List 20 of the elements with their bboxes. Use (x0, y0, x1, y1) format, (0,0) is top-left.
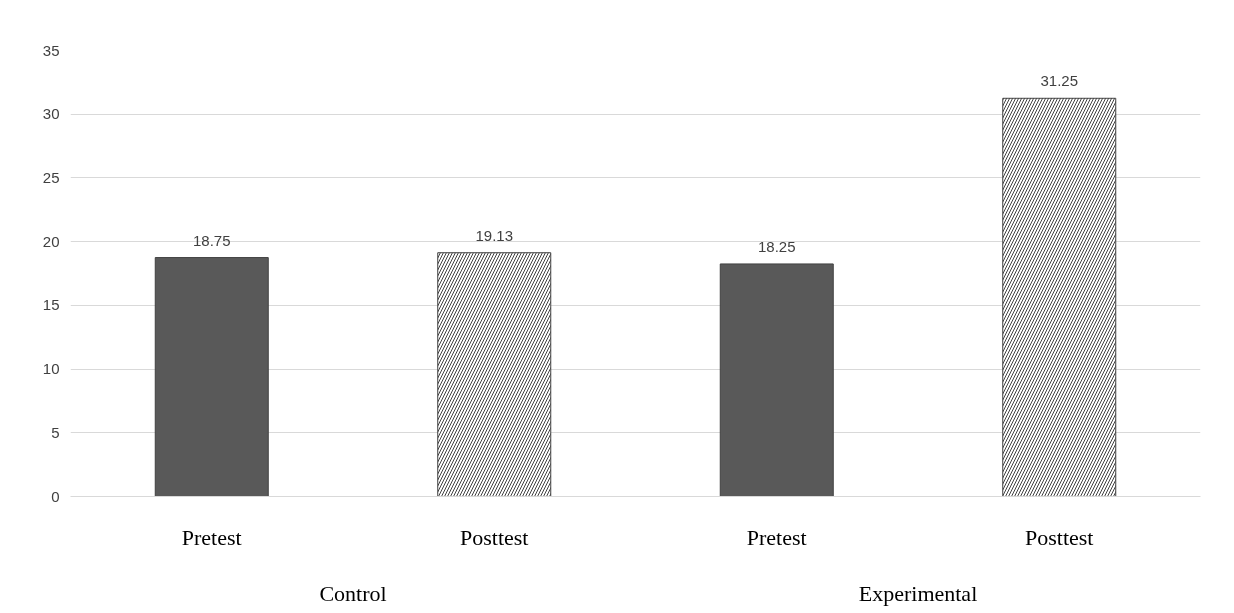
y-tick-label: 25 (42, 168, 60, 186)
data-label: 18.25 (757, 237, 796, 255)
y-tick-label: 30 (42, 105, 60, 123)
series-label: Posttest (460, 524, 529, 550)
y-tick-label: 0 (51, 487, 60, 505)
x-tick-label: Experimental (858, 580, 978, 606)
y-tick-label: 10 (42, 360, 60, 378)
data-label: 18.75 (192, 231, 231, 249)
y-tick-label: 35 (42, 41, 60, 59)
y-tick-label: 20 (42, 232, 60, 250)
y-tick-label: 5 (51, 423, 60, 441)
y-tick-label: 15 (42, 296, 60, 314)
data-label: 19.13 (475, 226, 514, 244)
series-label: Pretest (181, 524, 242, 550)
bar (719, 263, 834, 497)
x-tick-label: Control (319, 580, 387, 606)
bar (154, 257, 269, 497)
data-label: 31.25 (1040, 72, 1079, 90)
text: Posttest (1025, 524, 1094, 550)
text: Pretest (746, 524, 807, 550)
